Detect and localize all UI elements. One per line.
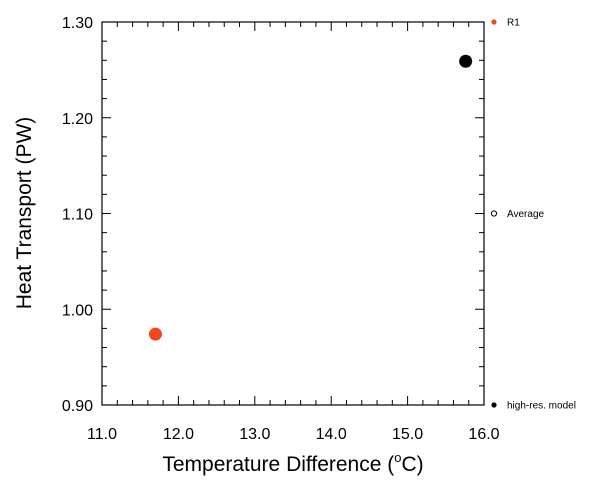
legend-marker — [491, 402, 497, 408]
plot-frame — [101, 21, 485, 406]
x-tick-label: 12.0 — [163, 426, 194, 443]
y-axis-label: Heat Transport (PW) — [13, 117, 36, 310]
legend: R1 Average high-res. model — [490, 18, 576, 412]
y-tick-labels: 0.90 1.00 1.10 1.20 1.30 — [62, 15, 93, 415]
legend-marker — [490, 210, 498, 217]
x-tick-label: 14.0 — [316, 426, 347, 443]
y-tick-label: 0.90 — [62, 398, 93, 415]
x-axis-label-sup: o — [394, 450, 401, 465]
legend-label: high-res. model — [507, 401, 576, 412]
x-axis-label-tail: C) — [401, 453, 423, 476]
y-tick-label: 1.10 — [62, 207, 93, 224]
data-point — [459, 54, 473, 68]
y-tick-label: 1.20 — [62, 111, 93, 128]
x-tick-label: 15.0 — [392, 426, 423, 443]
data-point — [148, 327, 162, 341]
x-axis-label-text: Temperature Difference ( — [162, 453, 394, 476]
data-points — [148, 54, 473, 341]
y-tick-label: 1.00 — [62, 302, 93, 319]
axis-ticks — [101, 21, 485, 406]
x-tick-label: 16.0 — [468, 426, 499, 443]
y-tick-label: 1.30 — [62, 15, 93, 32]
x-tick-label: 13.0 — [239, 426, 270, 443]
legend-label: R1 — [507, 18, 520, 29]
x-axis-label: Temperature Difference (oC) — [162, 450, 423, 476]
x-tick-label: 11.0 — [87, 426, 117, 443]
x-tick-labels: 11.0 12.0 13.0 14.0 15.0 16.0 — [87, 426, 500, 443]
legend-marker — [491, 19, 497, 25]
legend-label: Average — [507, 209, 545, 220]
